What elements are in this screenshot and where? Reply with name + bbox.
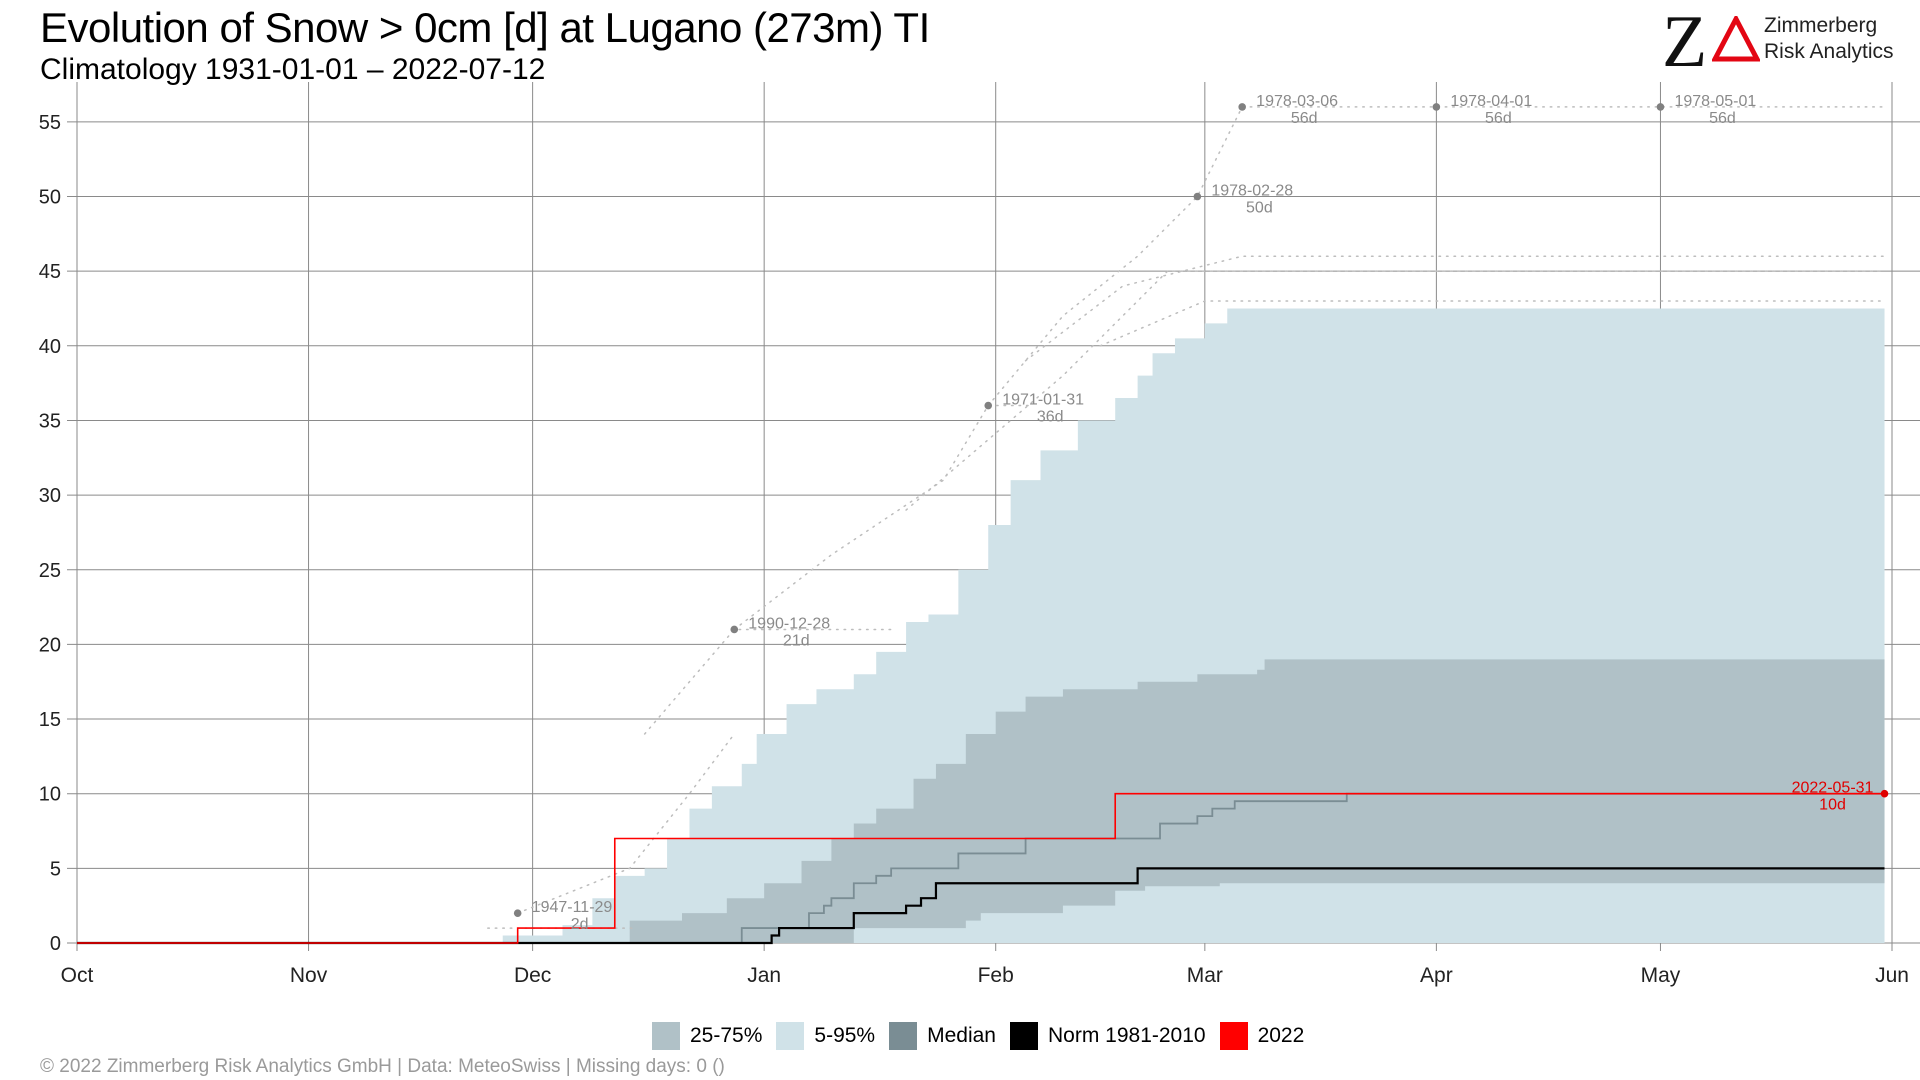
annotation-days: 56d xyxy=(1709,110,1736,127)
chart-subtitle: Climatology 1931-01-01 – 2022-07-12 xyxy=(40,53,546,86)
company-logo: Z Zimmerberg Risk Analytics xyxy=(1662,2,1902,82)
y-tick-label: 20 xyxy=(39,634,61,656)
annotation-days: 2d xyxy=(571,916,589,933)
annotation-date: 1978-04-01 xyxy=(1450,93,1532,110)
record-trace xyxy=(516,733,736,914)
y-tick-label: 15 xyxy=(39,709,61,731)
axis-ticks: 0 5 10 15 20 25 30 35 40 45 50 55 Oct Nov Dec Jan Feb Mar… xyxy=(39,112,1909,987)
x-tick-label: Apr xyxy=(1420,964,1453,987)
y-tick-label: 10 xyxy=(39,784,61,806)
annotation-date: 1978-02-28 xyxy=(1211,183,1293,200)
x-tick-label: May xyxy=(1641,964,1681,987)
band-25-75 xyxy=(77,659,1885,943)
y-tick-label: 25 xyxy=(39,560,61,582)
footer-credits: © 2022 Zimmerberg Risk Analytics GmbH | … xyxy=(40,1056,725,1077)
legend-swatch-norm xyxy=(1009,1022,1038,1050)
record-trace xyxy=(1024,255,1886,362)
y-tick-label: 45 xyxy=(39,261,61,283)
x-tick-label: Feb xyxy=(978,964,1014,987)
record-trace xyxy=(1099,300,1886,347)
record-point xyxy=(1193,192,1202,201)
record-point xyxy=(1656,103,1665,111)
annotation-days: 56d xyxy=(1291,110,1318,127)
y-tick-label: 5 xyxy=(50,858,61,880)
snow-days-chart: 0 5 10 15 20 25 30 35 40 45 50 55 Oct Nov Dec Jan Feb Mar… xyxy=(39,82,1920,987)
legend-label-median: Median xyxy=(927,1024,996,1047)
legend: 25-75% 5-95% Median Norm 1981-2010 2022 xyxy=(652,1020,1318,1052)
legend-item-2022: 2022 xyxy=(1219,1022,1305,1050)
annotation-date: 2022-05-31 xyxy=(1792,780,1874,797)
y-tick-label: 40 xyxy=(39,336,61,358)
legend-label-iqr: 25-75% xyxy=(690,1024,763,1047)
x-tick-label: Jan xyxy=(747,964,781,987)
legend-item-median: Median xyxy=(889,1022,996,1050)
record-point xyxy=(984,401,993,410)
line-median xyxy=(77,792,1885,944)
annotation-date: 1978-05-01 xyxy=(1674,93,1756,110)
legend-swatch-iqr xyxy=(652,1022,680,1050)
y-tick-label: 35 xyxy=(39,410,61,432)
band-layer xyxy=(77,308,1885,944)
annotation-date: 1990-12-28 xyxy=(748,615,830,632)
record-trace xyxy=(987,106,1886,407)
line-norm-1981-2010 xyxy=(77,867,1885,945)
y-tick-label: 30 xyxy=(39,485,61,507)
record-point xyxy=(1880,789,1889,798)
annotation-days: 10d xyxy=(1819,797,1846,814)
annotation-date: 1947-11-29 xyxy=(532,899,613,916)
legend-swatch-2022 xyxy=(1219,1022,1248,1050)
record-trace xyxy=(643,628,892,735)
annotation-days: 36d xyxy=(1037,409,1064,426)
series-lines xyxy=(77,792,1885,945)
y-tick-label: 55 xyxy=(39,112,61,134)
legend-item-norm: Norm 1981-2010 xyxy=(1009,1022,1206,1050)
x-tick-label: Mar xyxy=(1187,964,1223,987)
x-tick-label: Dec xyxy=(514,964,551,987)
annotation-days: 21d xyxy=(783,632,810,649)
legend-label-norm: Norm 1981-2010 xyxy=(1047,1024,1206,1047)
y-tick-label: 50 xyxy=(39,187,61,209)
logo-name-line1: Zimmerberg xyxy=(1764,14,1878,37)
record-point xyxy=(1238,103,1246,111)
record-trace xyxy=(733,404,1034,631)
record-point xyxy=(730,625,739,634)
record-point xyxy=(1432,103,1441,111)
annotation-days: 50d xyxy=(1246,200,1273,217)
legend-item-iqr: 25-75% xyxy=(652,1022,762,1050)
annotation-days: 56d xyxy=(1485,110,1512,127)
legend-label-5-95: 5-95% xyxy=(814,1024,876,1047)
record-point xyxy=(513,909,522,917)
x-tick-label: Oct xyxy=(61,964,94,987)
legend-label-2022: 2022 xyxy=(1257,1024,1305,1047)
annotation-date: 1971-01-31 xyxy=(1002,392,1084,409)
legend-item-5-95: 5-95% xyxy=(776,1022,875,1050)
legend-swatch-5-95 xyxy=(776,1022,805,1050)
chart-title: Evolution of Snow > 0cm [d] at Lugano (2… xyxy=(40,4,930,51)
record-trace xyxy=(905,270,1886,511)
x-tick-label: Jun xyxy=(1875,964,1909,987)
logo-letter-z: Z xyxy=(1662,1,1708,83)
logo-name-line2: Risk Analytics xyxy=(1764,40,1894,63)
legend-swatch-median xyxy=(889,1022,918,1050)
y-tick-label: 0 xyxy=(50,933,61,955)
logo-triangle-icon xyxy=(1712,16,1760,62)
x-tick-label: Nov xyxy=(290,964,328,987)
annotation-date: 1978-03-06 xyxy=(1256,93,1338,110)
line-2022 xyxy=(77,792,1885,944)
